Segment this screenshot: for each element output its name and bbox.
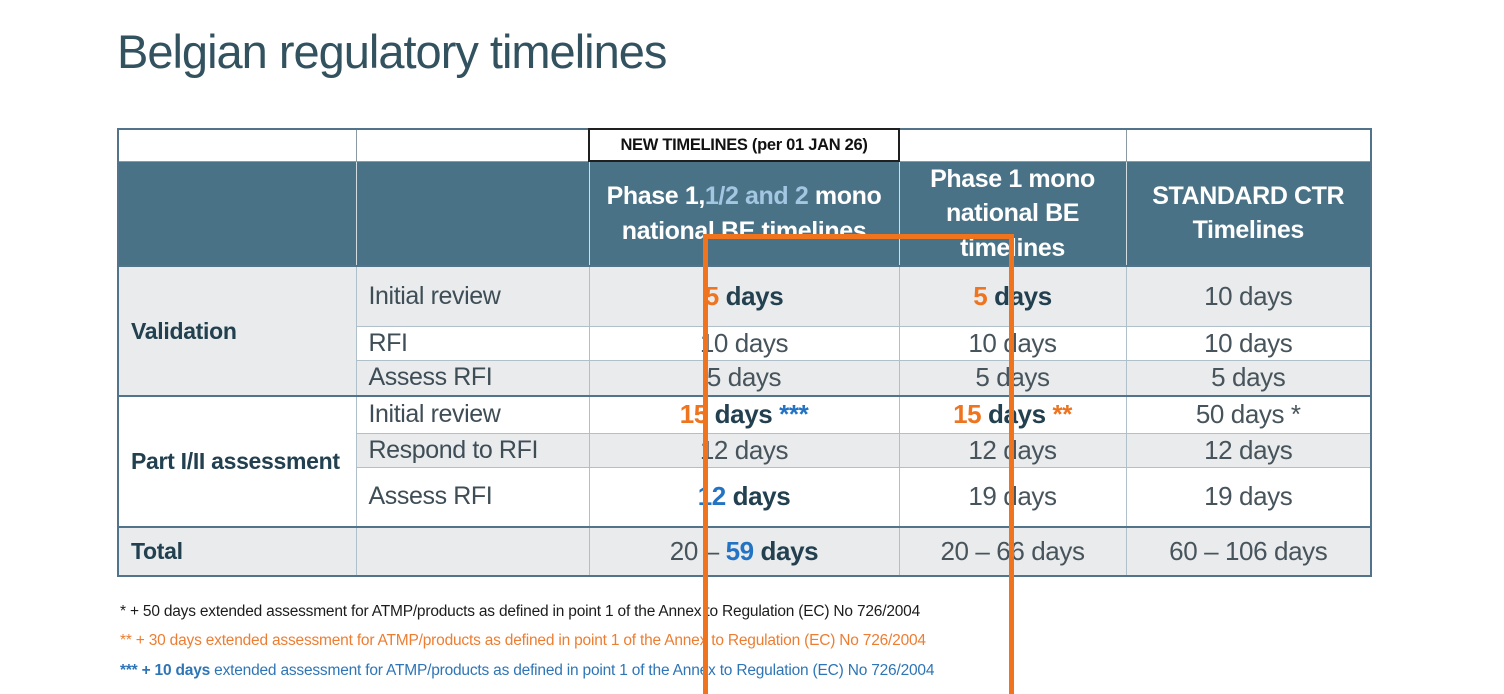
text-run: days: [725, 481, 791, 512]
text-run: 10 days: [699, 327, 789, 358]
row-sub-label: Assess RFI: [355, 359, 590, 396]
value-cell: 5 days: [588, 359, 900, 396]
text-run: ** + 30 days extended assessment for ATM…: [120, 632, 926, 650]
text-run: days: [987, 280, 1052, 311]
text-run: 12: [697, 481, 727, 512]
timelines-table-wrap: NEW TIMELINES (per 01 JAN 26) Phase 1,1/…: [117, 128, 1372, 694]
text-run: 59: [725, 536, 755, 566]
text-run: 50 days *: [1195, 399, 1301, 430]
row-sub-label: Respond to RFI: [355, 432, 590, 467]
column-header-phase1-12-2: Phase 1,1/2 and 2 mono national BE timel…: [588, 160, 900, 267]
value-cell: 12 days: [1125, 432, 1372, 467]
text-run: 10 days: [1204, 327, 1293, 358]
text-run: 60 – 106 days: [1169, 536, 1328, 566]
text-run: 5 days: [1211, 362, 1286, 393]
text-run: days: [753, 536, 819, 566]
value-cell: 10 days: [1125, 265, 1372, 326]
row-group-label: Part I/II assessment: [117, 395, 357, 527]
text-run: 1/2 and 2: [704, 182, 809, 210]
footnotes: * + 50 days extended assessment for ATMP…: [120, 603, 935, 692]
total-row: Total 20 – 59 days 20 – 66 days 60 – 106 da…: [117, 526, 1372, 576]
empty-cell: [117, 128, 357, 162]
value-cell: 12 days: [588, 432, 900, 467]
new-timelines-highlight-box: [703, 234, 1014, 694]
empty-cell: [1125, 128, 1372, 162]
value-cell: 10 days: [1125, 325, 1372, 360]
text-run: 5 days: [706, 362, 782, 393]
text-run: extended assessment for ATMP/products as…: [210, 661, 935, 679]
text-run: 10 days: [1204, 280, 1293, 311]
row-sub-label: Initial review: [355, 395, 590, 433]
value-cell: 50 days *: [1125, 395, 1372, 433]
text-run: **: [1052, 399, 1073, 430]
footnote-2: ** + 30 days extended assessment for ATM…: [120, 633, 934, 649]
text-run: 12 days: [699, 434, 789, 465]
total-label: Total: [117, 526, 357, 576]
footnote-1: * + 50 days extended assessment for ATMP…: [120, 603, 934, 620]
empty-header-cell: [117, 160, 357, 267]
empty-cell: [355, 128, 590, 162]
value-cell: 5 days: [1125, 359, 1372, 396]
text-run: 20 –: [669, 536, 726, 566]
page-title: Belgian regulatory timelines: [117, 25, 667, 78]
column-header-row: Phase 1,1/2 and 2 mono national BE timel…: [117, 160, 1372, 267]
value-cell: 12 days: [588, 466, 900, 527]
text-run: * + 50 days extended assessment for ATMP…: [120, 603, 921, 620]
empty-cell: [355, 526, 590, 576]
row-sub-label: Initial review: [355, 265, 590, 326]
text-run: STANDARD CTR Timelines: [1152, 181, 1345, 245]
text-run: ***: [779, 399, 809, 430]
row-group-label: Validation: [117, 265, 357, 396]
empty-header-cell: [355, 160, 590, 267]
table-row: Respond to RFI 12 days 12 days 12 days: [118, 432, 1372, 467]
text-run: mono national BE timelines: [621, 182, 882, 245]
column-header-standard-ctr: STANDARD CTR Timelines: [1125, 160, 1372, 267]
table-row: Part I/II assessment Initial review 15 day…: [117, 395, 1372, 527]
table-row: Assess RFI 5 days 5 days 5 days: [118, 359, 1372, 396]
text-run: 5: [973, 280, 988, 311]
value-cell: 5 days: [588, 265, 900, 326]
text-run: days: [718, 280, 784, 311]
text-run: 19 days: [1204, 481, 1293, 512]
value-cell: 19 days: [1125, 466, 1372, 527]
text-run: 12 days: [1204, 434, 1293, 465]
row-sub-label: Assess RFI: [355, 466, 590, 527]
text-run: *** + 10 days: [120, 661, 211, 679]
value-cell: 15 days ***: [588, 395, 900, 433]
value-cell: 10 days: [588, 325, 900, 360]
footnote-3: *** + 10 days extended assessment for AT…: [120, 661, 935, 679]
text-run: days: [707, 399, 780, 430]
value-cell: 20 – 59 days: [588, 526, 900, 576]
text-run: 15: [953, 399, 982, 430]
column-header-phase1-mono: Phase 1 mono national BE timelines: [898, 160, 1127, 267]
text-run: days: [981, 399, 1053, 430]
empty-cell: [898, 128, 1127, 162]
text-run: Phase 1,: [606, 182, 706, 210]
value-cell: 60 – 106 days: [1125, 526, 1372, 576]
new-timelines-label: NEW TIMELINES (per 01 JAN 26): [588, 128, 900, 162]
new-timelines-row: NEW TIMELINES (per 01 JAN 26): [117, 128, 1372, 162]
row-sub-label: RFI: [355, 325, 590, 360]
text-run: 5: [704, 280, 719, 311]
